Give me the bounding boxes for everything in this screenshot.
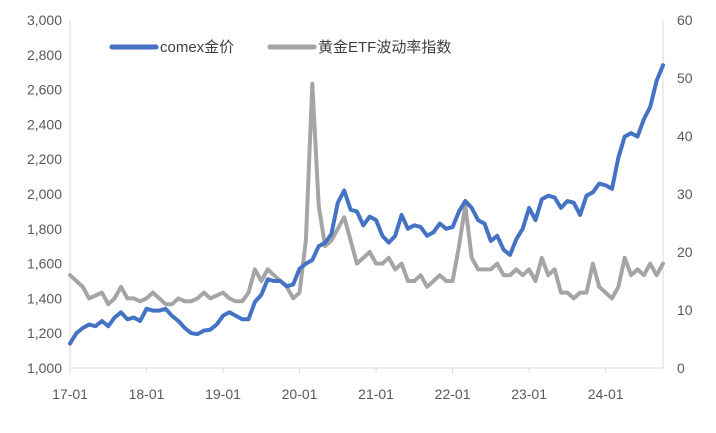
- left-tick-label: 2,800: [27, 47, 62, 63]
- x-tick-label: 22-01: [435, 386, 471, 402]
- series-layer: [68, 63, 665, 346]
- right-tick-label: 40: [677, 128, 693, 144]
- x-tick-label: 23-01: [511, 386, 547, 402]
- left-tick-label: 2,200: [27, 151, 62, 167]
- x-tick-label: 18-01: [129, 386, 165, 402]
- left-tick-label: 3,000: [27, 12, 62, 28]
- left-tick-label: 1,000: [27, 360, 62, 376]
- right-tick-label: 20: [677, 244, 693, 260]
- right-tick-label: 50: [677, 70, 693, 86]
- right-tick-label: 10: [677, 302, 693, 318]
- right-tick-label: 0: [677, 360, 685, 376]
- x-tick-label: 21-01: [358, 386, 394, 402]
- x-axis: 17-01 18-01 19-01 20-01 21-01 22-01 23-01 24-01: [52, 368, 624, 402]
- left-tick-label: 1,800: [27, 221, 62, 237]
- left-y-axis: 1,000 1,200 1,400 1,600 1,800 2,000 2,200 2,400…: [27, 12, 62, 376]
- left-tick-label: 1,400: [27, 290, 62, 306]
- legend-label: 黄金ETF波动率指数: [318, 39, 451, 56]
- right-tick-label: 60: [677, 12, 693, 28]
- left-tick-label: 2,000: [27, 186, 62, 202]
- left-tick-label: 2,600: [27, 82, 62, 98]
- left-tick-label: 1,600: [27, 256, 62, 272]
- series-line-comex: [68, 63, 665, 346]
- left-tick-label: 1,200: [27, 325, 62, 341]
- left-tick-label: 2,400: [27, 116, 62, 132]
- x-tick-label: 19-01: [205, 386, 241, 402]
- series-line-etf-vol: [68, 81, 665, 307]
- x-tick-label: 20-01: [282, 386, 318, 402]
- x-tick-label: 17-01: [52, 386, 88, 402]
- right-tick-label: 30: [677, 186, 693, 202]
- x-tick-label: 24-01: [588, 386, 624, 402]
- right-y-axis: 0 10 20 30 40 50 60: [677, 12, 693, 376]
- legend: comex金价 黄金ETF波动率指数: [109, 39, 451, 56]
- plot-area: [69, 20, 664, 369]
- legend-label: comex金价: [160, 39, 234, 56]
